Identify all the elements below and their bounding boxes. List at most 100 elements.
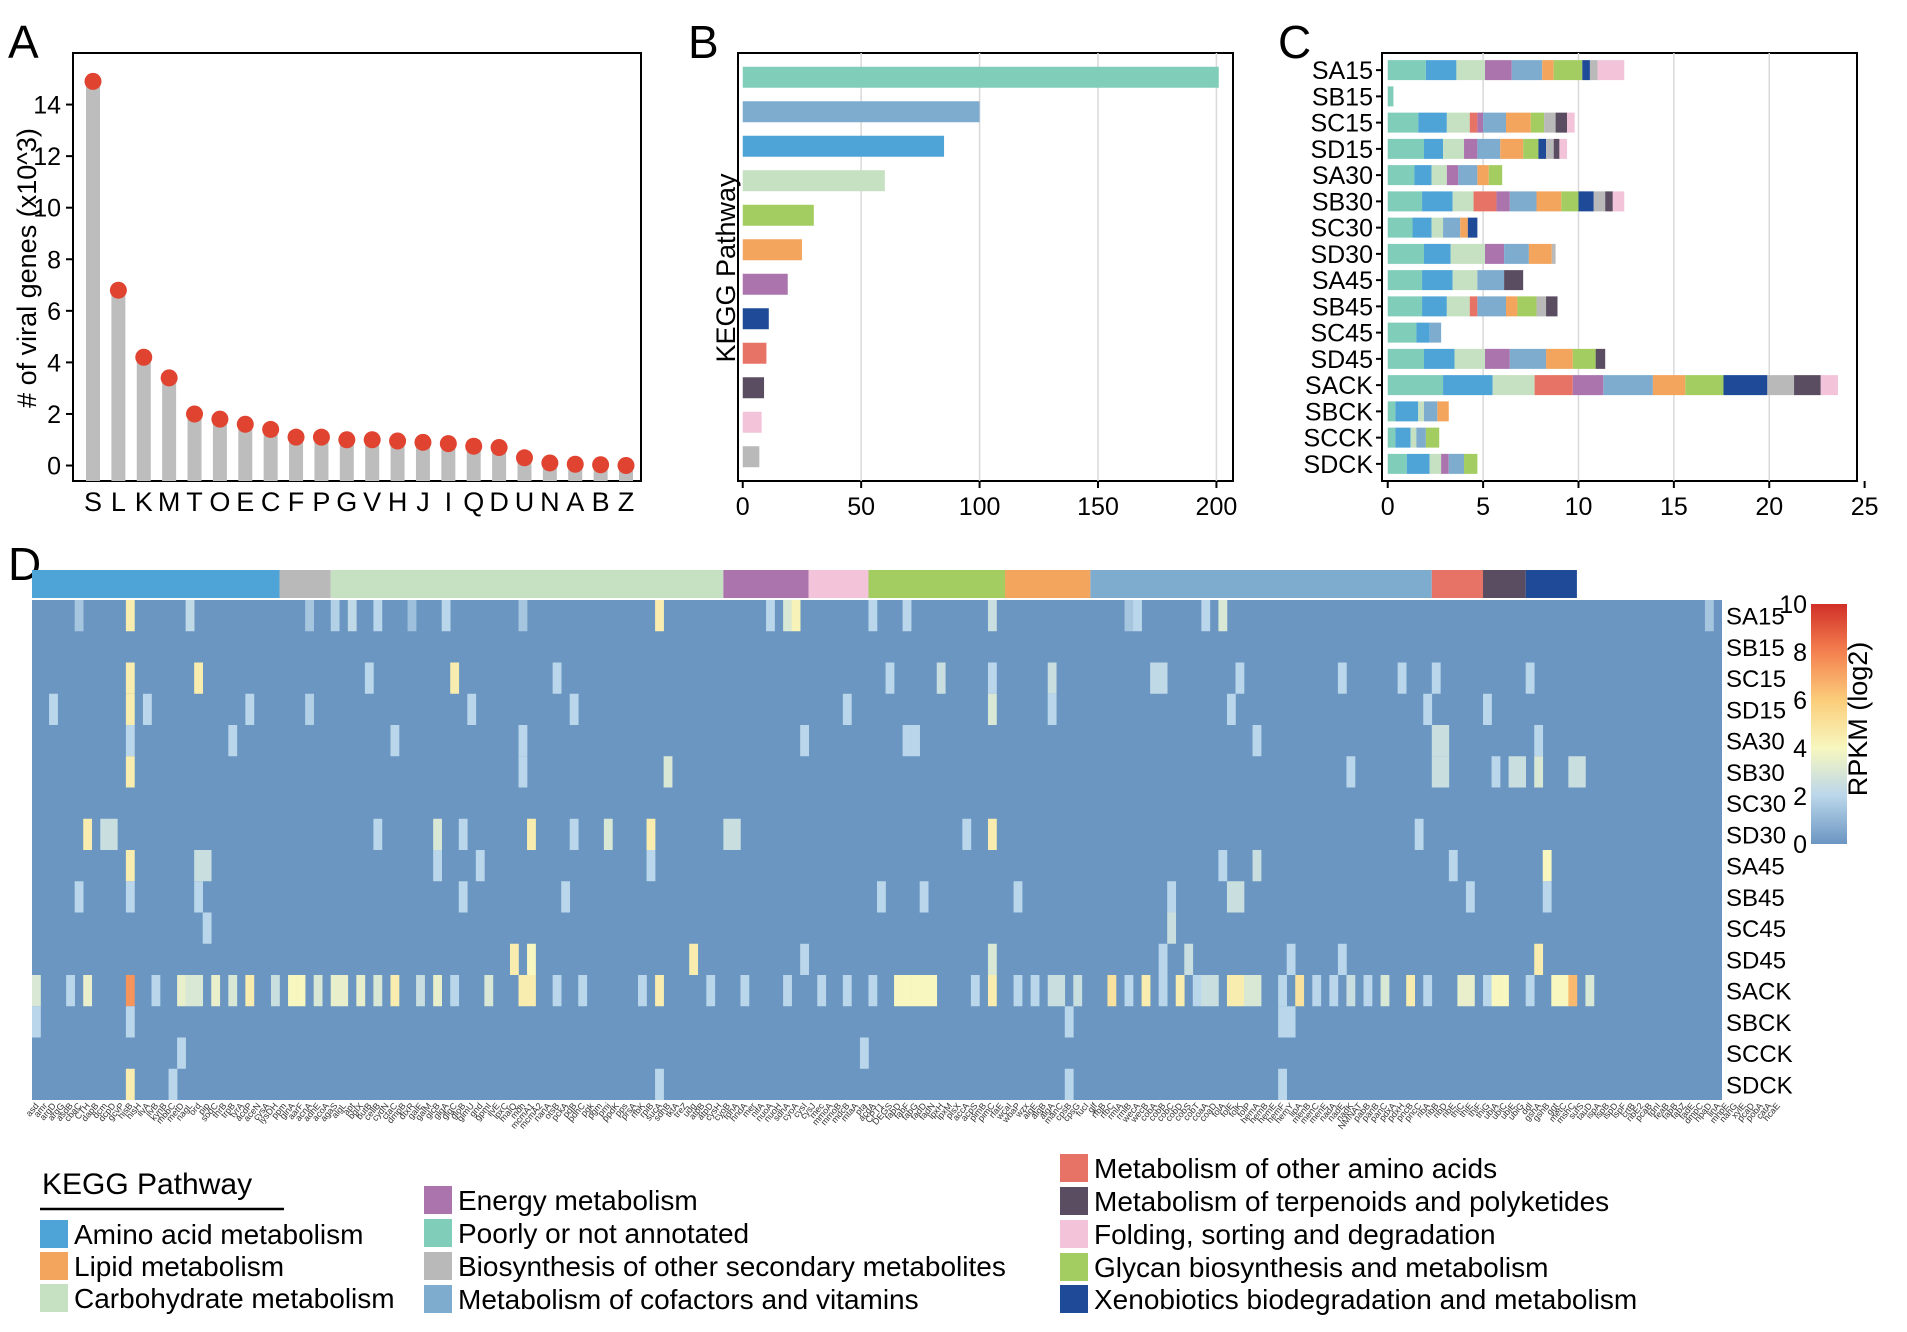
panel-a-xtick-label: G: [336, 487, 357, 517]
panel-c-bar-segment: [1454, 348, 1486, 369]
panel-d-row-label: SB45: [1726, 885, 1785, 912]
panel-d-cell: [125, 1068, 135, 1100]
panel-c-xtick-label: 5: [1476, 493, 1490, 521]
panel-d-cell: [1064, 1068, 1074, 1100]
panel-a-point: [617, 457, 635, 475]
panel-d-cell: [987, 662, 997, 694]
panel-c-bar-segment: [1387, 217, 1413, 238]
panel-c-bar-segment: [1387, 165, 1415, 186]
panel-d-cell: [177, 975, 186, 1007]
legend-label: Glycan biosynthesis and metabolism: [1094, 1252, 1548, 1283]
panel-d-cell: [339, 975, 349, 1007]
legend-label: Biosynthesis of other secondary metaboli…: [458, 1251, 1006, 1282]
panel-c-bar-segment: [1429, 453, 1442, 474]
legend-swatch: [1060, 1285, 1088, 1313]
panel-d-cell: [569, 818, 579, 850]
panel-c-ytick-label: SD30: [1310, 241, 1373, 269]
panel-c-bar-segment: [1467, 217, 1478, 238]
panel-d-cell: [1192, 975, 1202, 1007]
panel-d-cell: [842, 975, 852, 1007]
panel-d-cell: [330, 600, 340, 632]
panel-d-cell: [689, 943, 699, 975]
panel-d-cell: [1483, 693, 1492, 725]
panel-c-bar-segment: [1450, 243, 1486, 264]
panel-d-cell: [151, 975, 161, 1007]
panel-d-cell: [1704, 600, 1714, 632]
panel-c-bar-segment: [1536, 296, 1547, 317]
panel-d-cell: [1286, 943, 1296, 975]
panel-c-bar-segment: [1437, 401, 1449, 422]
panel-d-cell: [842, 693, 852, 725]
panel-c-bar-segment: [1387, 112, 1419, 133]
legend-swatch: [1060, 1187, 1088, 1215]
panel-c-xtick-label: 0: [1381, 493, 1395, 521]
panel-d-cell: [441, 600, 451, 632]
panel-d-cell: [1209, 975, 1219, 1007]
panel-d-group-bar: [1525, 570, 1577, 598]
panel-d-row-label: SB30: [1726, 760, 1785, 787]
panel-d-cell: [49, 693, 58, 725]
panel-c-bar-segment: [1523, 138, 1539, 159]
legend-swatch: [40, 1220, 68, 1248]
panel-d-cell: [270, 975, 280, 1007]
panel-a-xtick-label: F: [288, 487, 305, 517]
panel-d-cell: [655, 600, 664, 632]
panel-c-bar-segment: [1443, 138, 1465, 159]
panel-c-bar-segment: [1387, 375, 1444, 396]
panel-a-xtick-label: O: [209, 487, 230, 517]
panel-d-group-bar: [279, 570, 331, 598]
panel-b-xtick-label: 0: [736, 493, 750, 521]
panel-d-cell: [228, 975, 238, 1007]
panel-d-cell: [142, 693, 152, 725]
panel-d-row-label: SC45: [1726, 916, 1786, 943]
panel-c-bar-segment: [1485, 60, 1512, 81]
panel-d-cell: [1329, 975, 1339, 1007]
panel-c-bar-segment: [1477, 270, 1505, 291]
legend-swatch: [424, 1252, 452, 1280]
panel-d-cell: [1201, 600, 1211, 632]
panel-d-cell: [416, 975, 425, 1007]
panel-d-cell: [347, 600, 357, 632]
panel-d-cell: [552, 662, 562, 694]
panel-d-cell: [83, 818, 93, 850]
panel-b-bar: [742, 66, 1219, 88]
panel-c-bar-segment: [1418, 112, 1447, 133]
panel-d-cell: [125, 662, 135, 694]
panel-c-bar-segment: [1441, 453, 1449, 474]
colorbar-tick-label: 2: [1793, 783, 1807, 811]
panel-d-cell: [356, 975, 366, 1007]
panel-d-cell: [390, 725, 400, 757]
panel-c-bar-segment: [1652, 375, 1686, 396]
panel-c-bar-segment: [1423, 348, 1455, 369]
panel-c-ytick-label: SB30: [1312, 188, 1373, 216]
panel-a-xtick-label: V: [363, 487, 381, 517]
panel-d-cell: [1431, 725, 1441, 757]
panel-d-cell: [373, 600, 383, 632]
panel-c-xtick-label: 10: [1565, 493, 1593, 521]
panel-d-cell: [1201, 975, 1211, 1007]
panel-d-cell: [902, 600, 912, 632]
panel-d-cell: [1278, 1006, 1287, 1038]
panel-d-cell: [603, 818, 613, 850]
panel-d-cell: [125, 850, 135, 882]
panel-c-bar-segment: [1422, 270, 1453, 291]
panel-d-cell: [1218, 850, 1228, 882]
panel-d-cell: [185, 600, 195, 632]
panel-c-bar-segment: [1517, 296, 1537, 317]
panel-d-cell: [987, 600, 997, 632]
panel-c-frame: [1381, 52, 1858, 482]
panel-c-bar-segment: [1477, 138, 1501, 159]
panel-d-cell: [108, 818, 118, 850]
legend-swatch: [40, 1284, 68, 1312]
panel-c-stacked-bar-chart: 0 5 10 15 20 25SA15SB15SC15SD15SA30SB30SC30SD…: [1304, 52, 1879, 521]
panel-c-bar-segment: [1572, 375, 1604, 396]
legend-label: Metabolism of cofactors and vitamins: [458, 1284, 919, 1315]
panel-c-bar-segment: [1416, 322, 1430, 343]
panel-d-cell: [1252, 850, 1262, 882]
panel-c-bar-segment: [1387, 427, 1396, 448]
panel-d-cell: [987, 975, 997, 1007]
panel-d-cell: [245, 975, 255, 1007]
panel-c-bar-segment: [1767, 375, 1795, 396]
panel-c-bar-segment: [1477, 165, 1489, 186]
panel-c-bar-segment: [1443, 217, 1461, 238]
